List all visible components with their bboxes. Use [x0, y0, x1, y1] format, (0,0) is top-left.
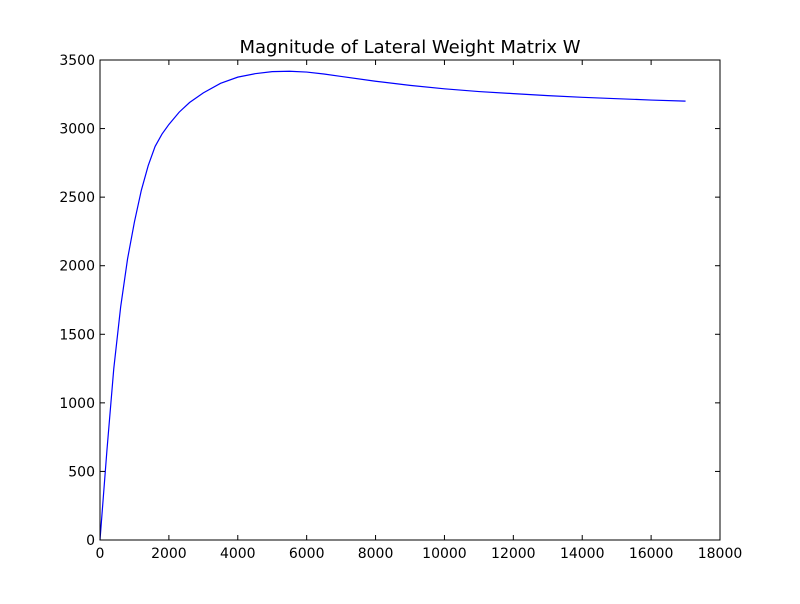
x-tick-label: 8000 — [358, 546, 394, 562]
axes-frame — [99, 59, 721, 541]
axis-ticks — [99, 59, 721, 541]
x-tick-label: 2000 — [151, 546, 187, 562]
y-tick-label: 1000 — [59, 396, 95, 412]
y-tick-label: 2500 — [59, 190, 95, 206]
y-tick-label: 3000 — [59, 122, 95, 138]
x-tick-label: 4000 — [220, 546, 256, 562]
x-tick-label: 10000 — [422, 546, 467, 562]
x-tick-label: 18000 — [698, 546, 743, 562]
x-tick-label: 6000 — [289, 546, 325, 562]
chart-title: Magnitude of Lateral Weight Matrix W — [239, 37, 580, 58]
x-tick-label: 0 — [96, 546, 105, 562]
y-tick-label: 2000 — [59, 259, 95, 275]
y-tick-label: 0 — [86, 533, 95, 549]
tick-labels: 0 2000 4000 6000 8000 10000 12000 14000 16000 180… — [59, 53, 742, 562]
x-tick-label: 12000 — [491, 546, 536, 562]
y-tick-label: 1500 — [59, 327, 95, 343]
plot-area — [99, 70, 686, 541]
x-tick-label: 14000 — [560, 546, 605, 562]
y-tick-label: 500 — [68, 464, 95, 480]
series-line-0 — [99, 70, 686, 541]
x-tick-label: 16000 — [629, 546, 674, 562]
y-tick-label: 3500 — [59, 53, 95, 69]
